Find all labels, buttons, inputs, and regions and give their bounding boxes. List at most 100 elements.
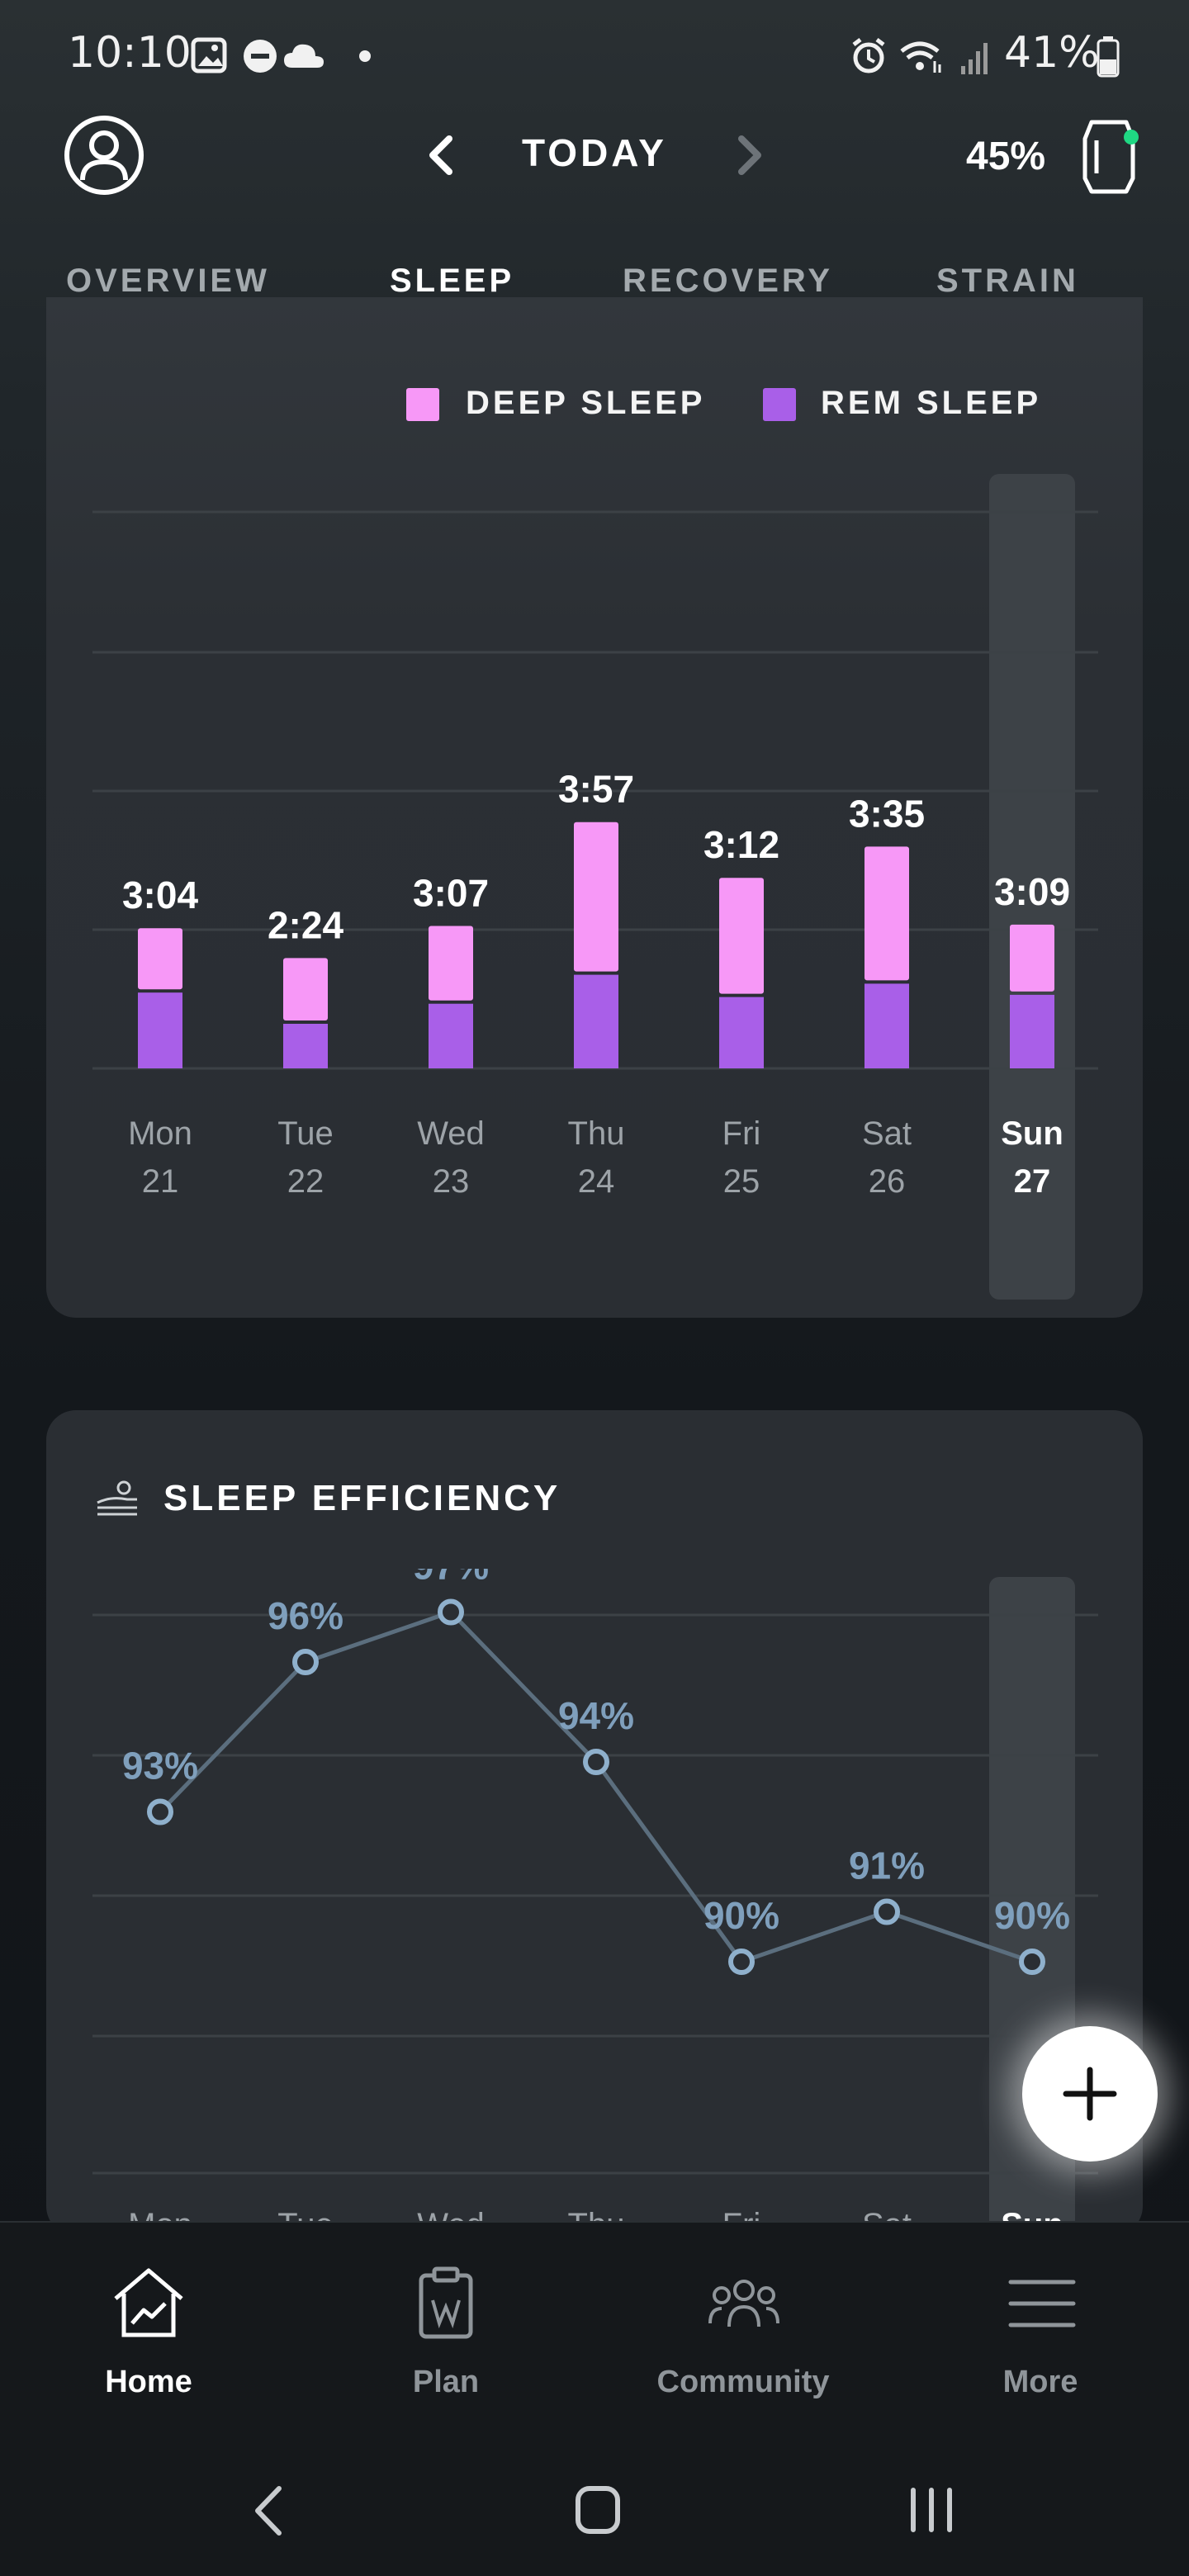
dot-icon: [359, 50, 371, 62]
day-name-label: Mon: [128, 2207, 192, 2221]
bar-rem-sleep: [574, 974, 618, 1068]
bar-rem-sleep: [429, 1003, 473, 1068]
sleep-efficiency-card: [46, 1410, 1143, 2236]
efficiency-point: [1019, 1949, 1045, 1975]
day-number-label: 27: [1014, 1163, 1051, 1200]
nav-plan-label[interactable]: Plan: [412, 2365, 480, 2399]
day-number-label: 21: [142, 1163, 179, 1200]
nav-community-label[interactable]: Community: [656, 2365, 830, 2399]
day-name-label: Sat: [862, 1115, 912, 1152]
bar-total-label: 3:57: [558, 768, 634, 811]
day-name-label: Thu: [568, 2207, 625, 2221]
bar-deep-sleep: [138, 928, 182, 990]
chevron-right-icon[interactable]: [732, 132, 770, 178]
efficiency-point: [583, 1749, 609, 1775]
bar-rem-sleep: [138, 992, 182, 1068]
efficiency-value-label: 90%: [994, 1894, 1070, 1937]
day-name-label: Wed: [417, 1115, 485, 1152]
efficiency-line: [159, 1609, 1033, 1964]
status-battery-percent: 41%: [1004, 28, 1100, 78]
efficiency-point: [438, 1598, 464, 1626]
strap-icon[interactable]: [1073, 117, 1146, 197]
day-name-label: Tue: [277, 1115, 333, 1152]
nav-home-label[interactable]: Home: [105, 2365, 192, 2399]
day-number-label: 24: [578, 1163, 615, 1200]
day-number-label: 25: [723, 1163, 760, 1200]
add-activity-button[interactable]: [1022, 2026, 1158, 2162]
efficiency-value-label: 93%: [122, 1745, 198, 1788]
day-name-label: Tue: [277, 2207, 333, 2221]
sleep-efficiency-title: SLEEP EFFICIENCY: [163, 1478, 561, 1518]
efficiency-point: [147, 1798, 173, 1825]
battery-icon: [1097, 36, 1120, 78]
image-icon: [191, 37, 227, 73]
day-number-label: 26: [869, 1163, 906, 1200]
community-icon[interactable]: [707, 2275, 781, 2333]
bar-deep-sleep: [719, 878, 764, 994]
highlight-column: [989, 474, 1075, 1300]
status-icons-left: [191, 37, 371, 73]
tab-sleep[interactable]: SLEEP: [390, 263, 515, 299]
bottom-nav: [0, 2221, 1189, 2576]
bar-total-label: 3:04: [122, 874, 198, 916]
cloud-icon: [284, 44, 324, 68]
home-circle-icon[interactable]: [573, 2484, 623, 2536]
status-time: 10:10: [68, 28, 192, 78]
bar-deep-sleep: [429, 926, 473, 1001]
sleep-stages-card: [46, 297, 1143, 1318]
tab-strain[interactable]: STRAIN: [936, 263, 1079, 299]
efficiency-value-label: 90%: [703, 1894, 779, 1937]
bar-total-label: 2:24: [268, 903, 343, 946]
bar-deep-sleep: [1010, 924, 1054, 992]
bar-total-label: 3:12: [703, 823, 779, 866]
legend-label-deep-sleep: DEEP SLEEP: [466, 385, 706, 421]
device-battery-percent: 45%: [966, 135, 1046, 178]
day-name-label: Thu: [568, 1115, 625, 1152]
header-title[interactable]: TODAY: [522, 131, 667, 174]
day-name-label: Sun: [1001, 1115, 1063, 1152]
tab-recovery[interactable]: RECOVERY: [623, 263, 834, 299]
legend-swatch-rem-sleep: [763, 388, 796, 421]
day-name-label: Sat: [862, 2207, 912, 2221]
efficiency-value-label: 97%: [413, 1569, 489, 1588]
wifi-icon: [900, 41, 941, 73]
status-icons-right: [852, 38, 988, 74]
alarm-icon: [852, 38, 885, 73]
bar-total-label: 3:07: [413, 872, 489, 915]
efficiency-value-label: 96%: [268, 1594, 343, 1637]
recents-icon[interactable]: [905, 2484, 958, 2536]
day-number-label: 22: [287, 1163, 324, 1200]
efficiency-point: [292, 1649, 319, 1675]
clipboard-icon[interactable]: [416, 2266, 476, 2340]
tab-overview[interactable]: OVERVIEW: [66, 263, 270, 299]
day-name-label: Wed: [417, 2207, 485, 2221]
home-icon[interactable]: [109, 2266, 188, 2340]
efficiency-point: [874, 1898, 900, 1925]
sleep-efficiency-chart: 93% Mon 96% Tue 97% Wed 94% Thu 90% Fri 91% Sat 90% S…: [92, 1569, 1098, 2221]
back-icon[interactable]: [248, 2482, 289, 2540]
sleep-efficiency-icon: [97, 1480, 137, 1516]
bar-rem-sleep: [1010, 994, 1054, 1068]
bar-deep-sleep: [865, 846, 909, 981]
bar-deep-sleep: [283, 958, 328, 1020]
legend-swatch-deep-sleep: [406, 388, 439, 421]
day-number-label: 23: [433, 1163, 470, 1200]
efficiency-point: [728, 1949, 755, 1975]
legend-label-rem-sleep: REM SLEEP: [821, 385, 1042, 421]
menu-icon[interactable]: [1007, 2277, 1077, 2330]
day-name-label: Mon: [128, 1115, 192, 1152]
sleep-stages-chart: 3:04 Mon 21 2:24 Tue 22 3:07 Wed 23 3:57 Thu 24 3:12…: [92, 474, 1098, 1300]
bar-total-label: 3:09: [994, 870, 1070, 913]
plus-icon: [1063, 2067, 1117, 2121]
day-name-label: Fri: [722, 1115, 761, 1152]
signal-icon: [961, 43, 988, 74]
day-name-label: Sun: [1001, 2207, 1063, 2221]
bar-rem-sleep: [719, 997, 764, 1068]
nav-more-label[interactable]: More: [1002, 2365, 1078, 2399]
bar-deep-sleep: [574, 822, 618, 972]
bar-total-label: 3:35: [849, 792, 925, 835]
profile-icon[interactable]: [63, 114, 145, 197]
efficiency-value-label: 91%: [849, 1844, 925, 1887]
do-not-disturb-icon: [244, 40, 277, 73]
chevron-left-icon[interactable]: [421, 132, 459, 178]
